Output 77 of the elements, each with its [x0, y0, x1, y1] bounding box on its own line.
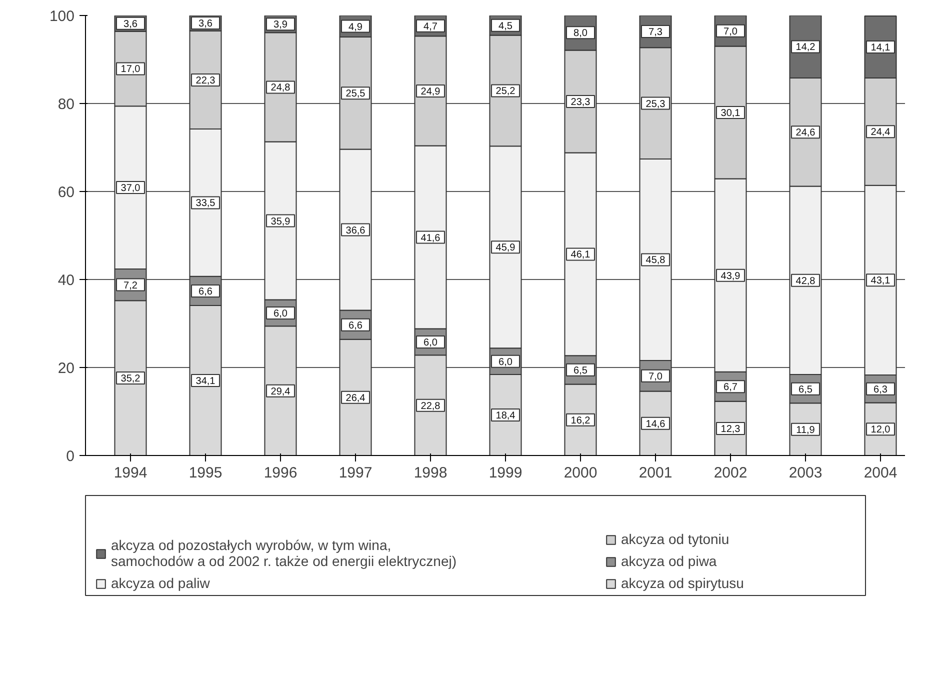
legend-label: akcyza od pozostałych wyrobów, w tym wina, samochodów a od 2002 r. także od energii elektrycznej) [111, 537, 457, 569]
legend-label: akcyza od spirytusu [621, 575, 744, 591]
legend-label: akcyza od paliw [111, 575, 210, 591]
data-label: 33,5 [196, 198, 216, 210]
data-label: 11,9 [796, 424, 816, 436]
x-tick-label: 1996 [264, 464, 298, 482]
data-label: 22,8 [420, 400, 441, 412]
data-label: 29,4 [270, 386, 291, 398]
data-label: 26,4 [346, 392, 366, 404]
x-tick-label: 1997 [338, 464, 372, 482]
y-tick-label: 60 [58, 184, 75, 201]
data-label: 17,0 [120, 64, 141, 76]
data-label: 6,5 [574, 365, 588, 376]
data-label: 24,9 [420, 86, 441, 98]
y-tick-label: 0 [66, 448, 74, 465]
data-label: 46,1 [570, 250, 591, 261]
data-label: 36,6 [346, 225, 366, 236]
data-label: 14,6 [646, 418, 666, 430]
data-label: 7,3 [648, 27, 663, 38]
x-tick-label: 2004 [864, 464, 898, 482]
data-label: 12,3 [720, 424, 741, 435]
data-label: 16,2 [570, 415, 591, 426]
data-label: 6,6 [198, 286, 213, 298]
data-label: 43,1 [870, 276, 891, 287]
data-label: 4,7 [424, 21, 438, 32]
data-label: 6,0 [424, 337, 438, 348]
data-label: 7,0 [724, 26, 738, 38]
data-label: 23,3 [570, 97, 591, 108]
x-tick-label: 1998 [414, 464, 448, 482]
data-label: 6,0 [498, 356, 513, 368]
data-label: 41,6 [420, 232, 441, 244]
data-label: 25,2 [496, 86, 516, 98]
data-label: 35,2 [120, 374, 141, 385]
data-label: 7,2 [124, 280, 138, 292]
data-label: 3,6 [124, 18, 138, 30]
x-tick-label: 2003 [788, 464, 822, 482]
data-label: 14,2 [796, 42, 816, 54]
x-tick-label: 1999 [488, 464, 522, 482]
data-label: 14,1 [870, 42, 891, 54]
data-label: 7,0 [648, 371, 663, 382]
x-tick-label: 2002 [714, 464, 748, 482]
data-label: 6,3 [874, 384, 888, 396]
data-label: 6,0 [274, 308, 288, 320]
data-label: 30,1 [720, 108, 741, 120]
y-tick-label: 100 [49, 8, 75, 25]
y-tick-label: 40 [58, 272, 75, 289]
data-label: 34,1 [196, 376, 216, 387]
data-label: 24,6 [796, 128, 816, 139]
x-tick-label: 1995 [188, 464, 222, 482]
data-label: 37,0 [120, 183, 141, 194]
data-label: 8,0 [574, 28, 588, 40]
data-label: 6,5 [798, 384, 813, 396]
data-label: 45,8 [646, 255, 666, 266]
data-label: 25,3 [646, 98, 666, 110]
legend-label: akcyza od tytoniu [621, 531, 730, 547]
y-tick-label: 80 [58, 96, 75, 113]
x-tick-label: 1994 [114, 464, 148, 482]
x-tick-label: 2000 [564, 464, 598, 482]
data-label: 4,5 [498, 20, 513, 32]
x-tick-label: 2001 [638, 464, 672, 482]
data-label: 4,9 [348, 22, 363, 33]
data-label: 43,9 [720, 270, 741, 282]
data-label: 6,7 [724, 382, 738, 394]
data-label: 18,4 [496, 410, 516, 422]
data-label: 12,0 [870, 424, 891, 436]
data-label: 3,6 [198, 18, 213, 30]
data-label: 42,8 [796, 276, 816, 287]
y-tick-label: 20 [58, 360, 75, 377]
data-label: 24,4 [870, 127, 891, 138]
data-label: 45,9 [496, 242, 516, 254]
data-label: 35,9 [270, 216, 291, 228]
data-label: 22,3 [196, 75, 216, 86]
legend-label: akcyza od piwa [621, 553, 717, 569]
data-label: 3,9 [274, 20, 288, 31]
data-label: 25,5 [346, 88, 366, 100]
data-label: 6,6 [348, 320, 363, 332]
data-label: 24,8 [270, 82, 291, 94]
